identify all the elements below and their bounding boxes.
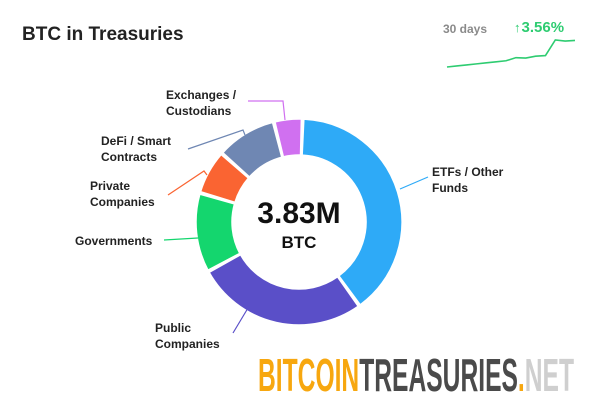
leader-line-private [167,170,208,196]
label-line: DeFi / Smart [101,134,172,148]
center-unit: BTC [281,233,317,252]
label-line: Companies [155,337,220,351]
label-exchanges: Exchanges / Custodians [166,87,236,119]
leader-line-defi [187,129,246,150]
logo-part: NET [525,352,574,396]
label-line: Public [155,321,192,335]
trend-change: ↑3.56% [514,19,564,36]
slice-governments[interactable] [195,193,241,271]
slice-private[interactable] [199,153,250,204]
leader-line-governments [163,237,199,241]
trend-period: 30 days [443,22,488,36]
label-line: Governments [75,234,153,248]
label-private: Private Companies [90,178,155,210]
label-defi: DeFi / Smart Contracts [101,133,171,165]
slice-exchanges[interactable] [274,118,303,158]
label-etfs: ETFs / Other Funds [432,164,503,196]
label-line: ETFs / Other [432,165,504,179]
label-governments: Governments [75,233,152,249]
logo-graphic: BITCOINTREASURIES.NET [258,352,574,396]
label-line: Custodians [166,104,232,118]
logo-part: . [518,352,525,396]
leader-line-public [232,307,249,334]
slice-etfs[interactable] [301,118,403,306]
logo-part: BITCOIN [258,352,359,396]
label-line: Exchanges / [166,88,237,102]
trend-change-value: 3.56% [521,19,565,36]
trend-sparkline [446,39,576,68]
label-line: Private [90,179,131,193]
bitcointreasuries-logo: BITCOINTREASURIES.NET [258,352,576,396]
slice-defi[interactable] [222,121,283,178]
center-total: 3.83M [257,197,341,230]
label-line: Companies [90,195,155,209]
leader-line-exchanges [248,100,286,121]
label-line: Contracts [101,150,158,164]
slice-public[interactable] [208,254,359,326]
label-line: Funds [432,181,468,195]
logo-text: BITCOINTREASURIES.NET [258,352,574,396]
leader-line-etfs [399,176,429,190]
donut-chart [163,39,576,334]
label-public: Public Companies [155,320,220,352]
chart-title: BTC in Treasuries [22,24,184,45]
arrow-up-icon: ↑ [514,20,521,35]
logo-part: TREASURIES [359,352,518,396]
